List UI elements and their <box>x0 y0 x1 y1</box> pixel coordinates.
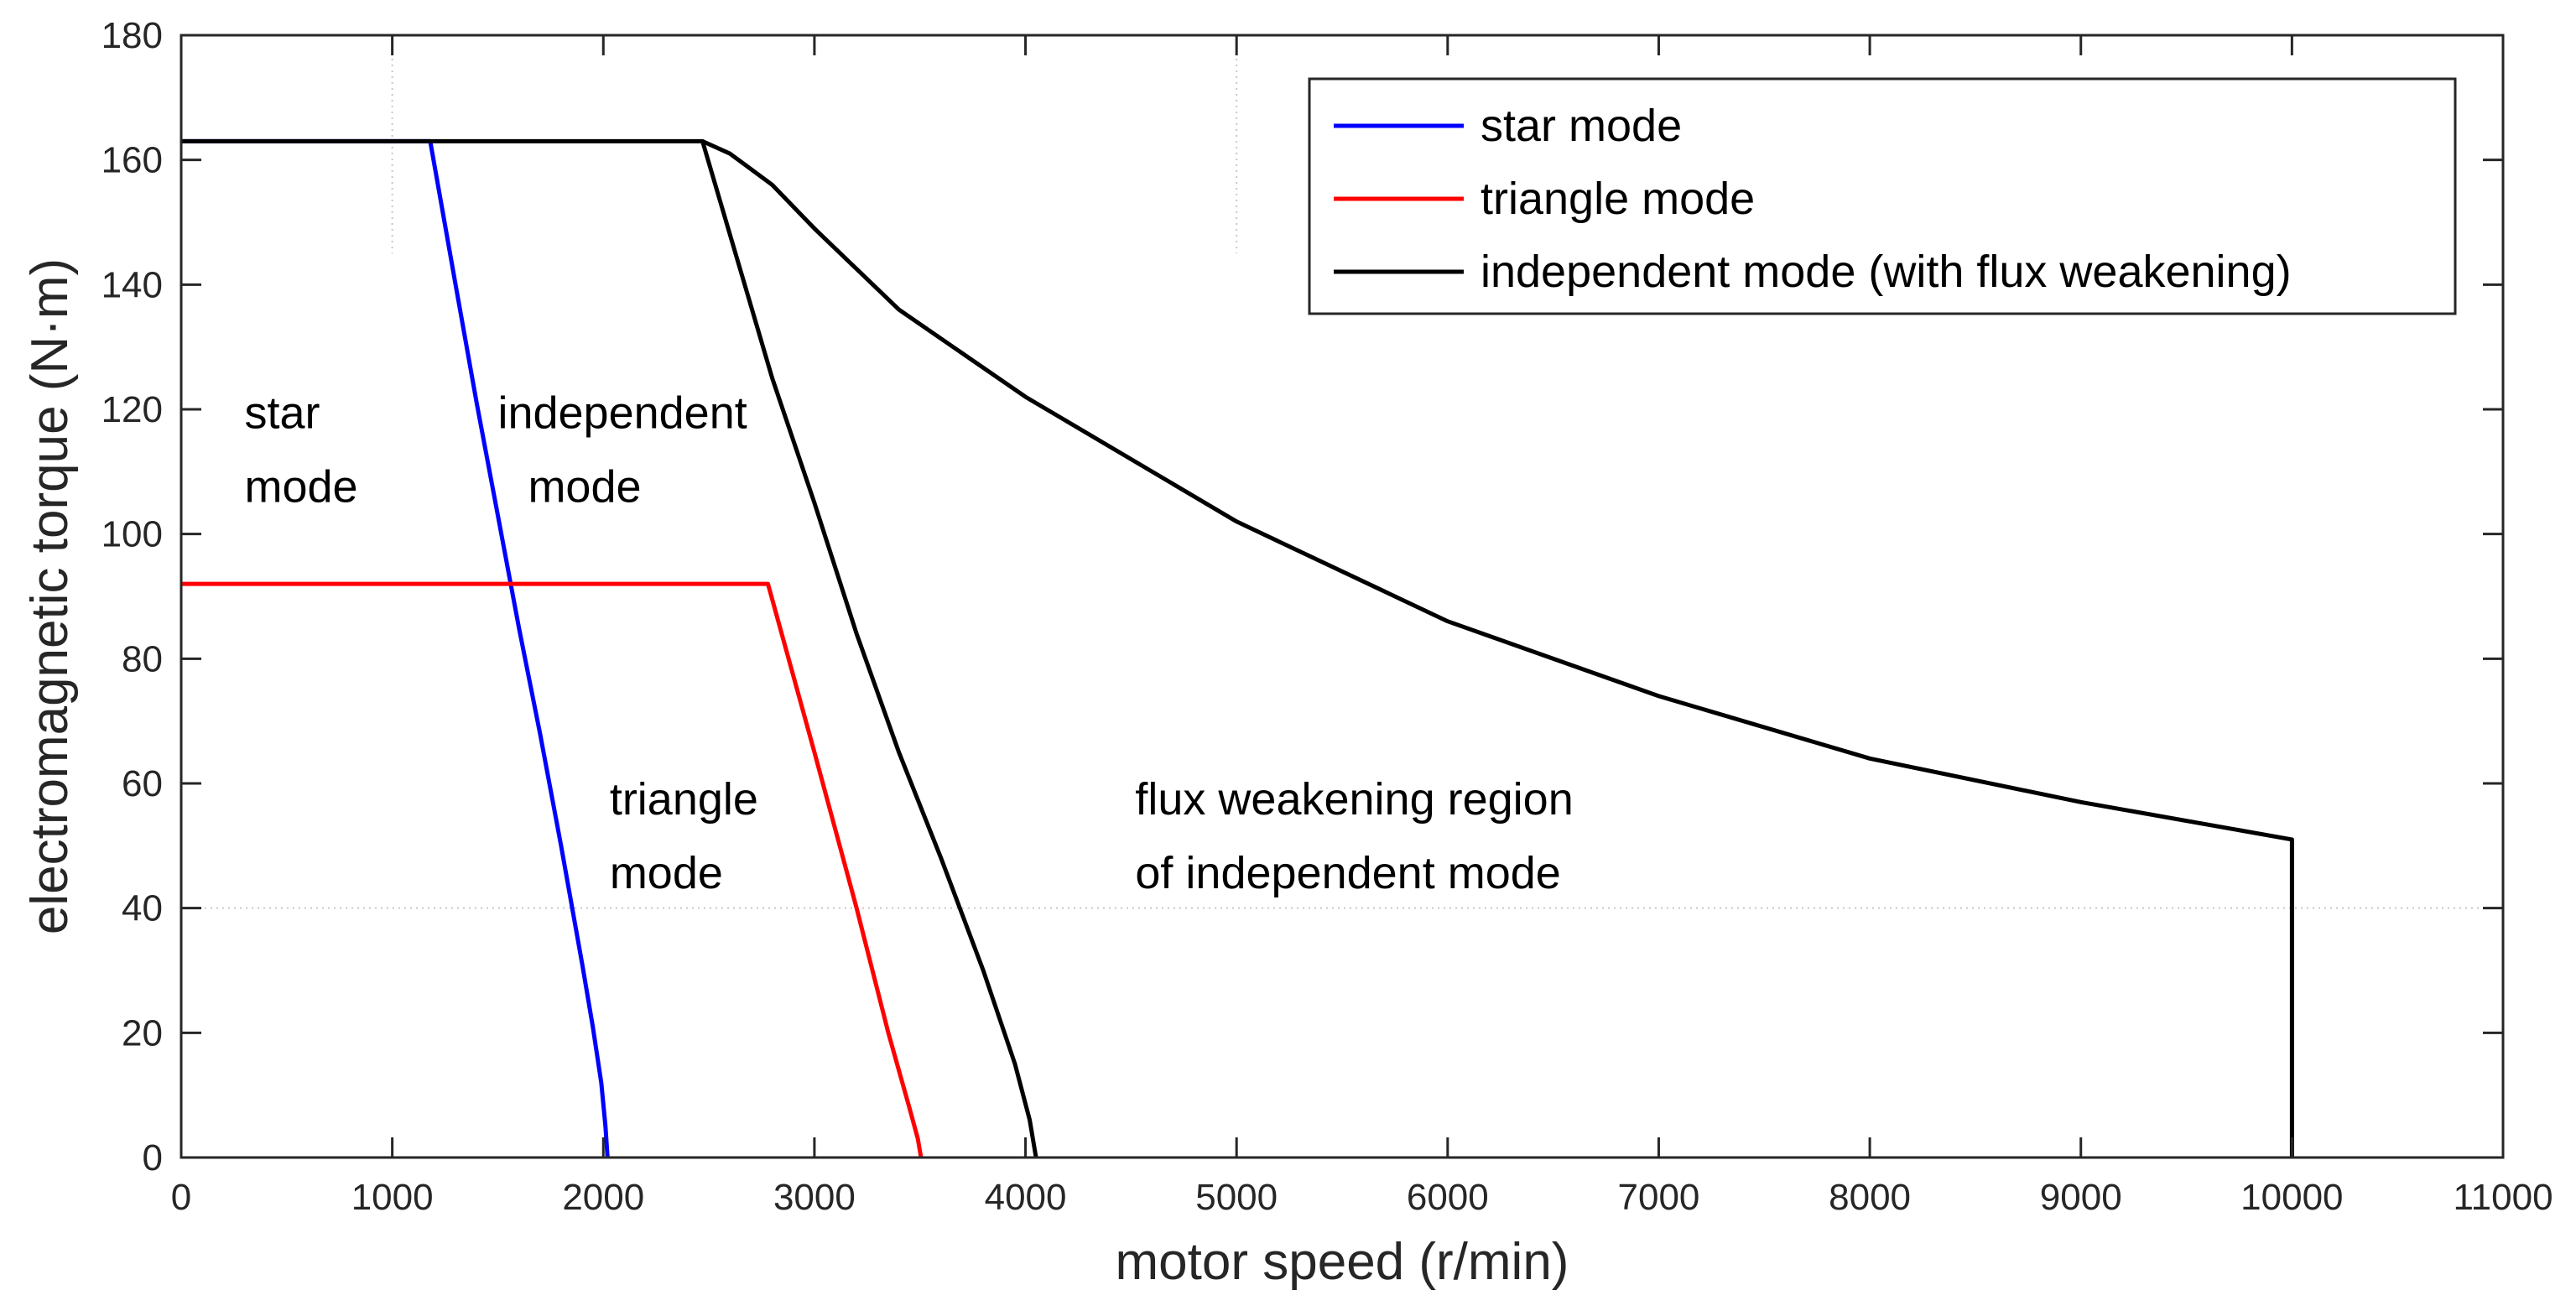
legend: star mode triangle mode independent mode… <box>1308 77 2457 315</box>
x-tick-label: 11000 <box>2453 1177 2553 1218</box>
x-tick-label: 1000 <box>351 1177 434 1218</box>
annotation-star-line-1: mode <box>244 461 357 512</box>
y-tick-label: 140 <box>101 264 163 305</box>
x-tick-label: 7000 <box>1618 1177 1700 1218</box>
x-tick-label: 0 <box>171 1177 191 1218</box>
annotations-layer: star mode independent mode triangle mode flux … <box>244 388 1573 898</box>
annotation-flux-weakening-region-line-1: of independent mode <box>1135 848 1560 898</box>
series-layer <box>181 138 2294 1158</box>
x-tick-label: 10000 <box>2240 1177 2343 1218</box>
y-tick-label: 160 <box>101 140 163 181</box>
annotation-flux-weakening-region-line-0: flux weakening region <box>1135 774 1573 825</box>
legend-label-star-mode: star mode <box>1481 101 1682 151</box>
x-tick-label: 4000 <box>985 1177 1067 1218</box>
y-tick-label: 120 <box>101 389 163 430</box>
x-tick-label: 5000 <box>1195 1177 1278 1218</box>
y-tick-label: 20 <box>122 1012 163 1053</box>
y-tick-label: 60 <box>122 763 163 804</box>
legend-label-independent-mode: independent mode (with flux weakening) <box>1481 247 2292 297</box>
x-tick-label: 9000 <box>2040 1177 2122 1218</box>
y-tick-label: 40 <box>122 888 163 929</box>
y-tick-label: 0 <box>143 1137 163 1178</box>
annotation-independent-line-0: independent <box>497 388 747 438</box>
series-line-triangle-mode <box>181 581 924 1158</box>
annotation-triangle-line-1: mode <box>610 848 723 898</box>
series-line-star-mode <box>181 138 610 1158</box>
x-tick-label: 3000 <box>773 1177 856 1218</box>
y-axis-title: electromagnetic torque (N·m) <box>21 258 79 934</box>
x-tick-label: 8000 <box>1829 1177 1911 1218</box>
y-tick-label: 180 <box>101 15 163 56</box>
series-line-independent-mode-with-flux-weakening <box>181 138 1038 1158</box>
annotation-independent-line-1: mode <box>528 461 641 512</box>
dotted-reference-lines <box>181 35 2503 909</box>
x-axis-title: motor speed (r/min) <box>1116 1233 1569 1291</box>
y-tick-label: 100 <box>101 514 163 555</box>
annotation-star-line-0: star <box>244 388 320 438</box>
ticks-layer: 0 1000 2000 3000 4000 5000 6000 7000 8000 9000 100… <box>101 15 2553 1218</box>
series-line-independent-mode-with-flux-weakening-envelope <box>701 139 2294 1158</box>
x-tick-label: 2000 <box>562 1177 644 1218</box>
legend-label-triangle-mode: triangle mode <box>1481 174 1755 224</box>
y-tick-label: 80 <box>122 638 163 679</box>
legend-box <box>1308 77 2457 315</box>
x-tick-label: 6000 <box>1407 1177 1489 1218</box>
axes-box <box>180 34 2505 1159</box>
annotation-triangle-line-0: triangle <box>610 774 758 825</box>
